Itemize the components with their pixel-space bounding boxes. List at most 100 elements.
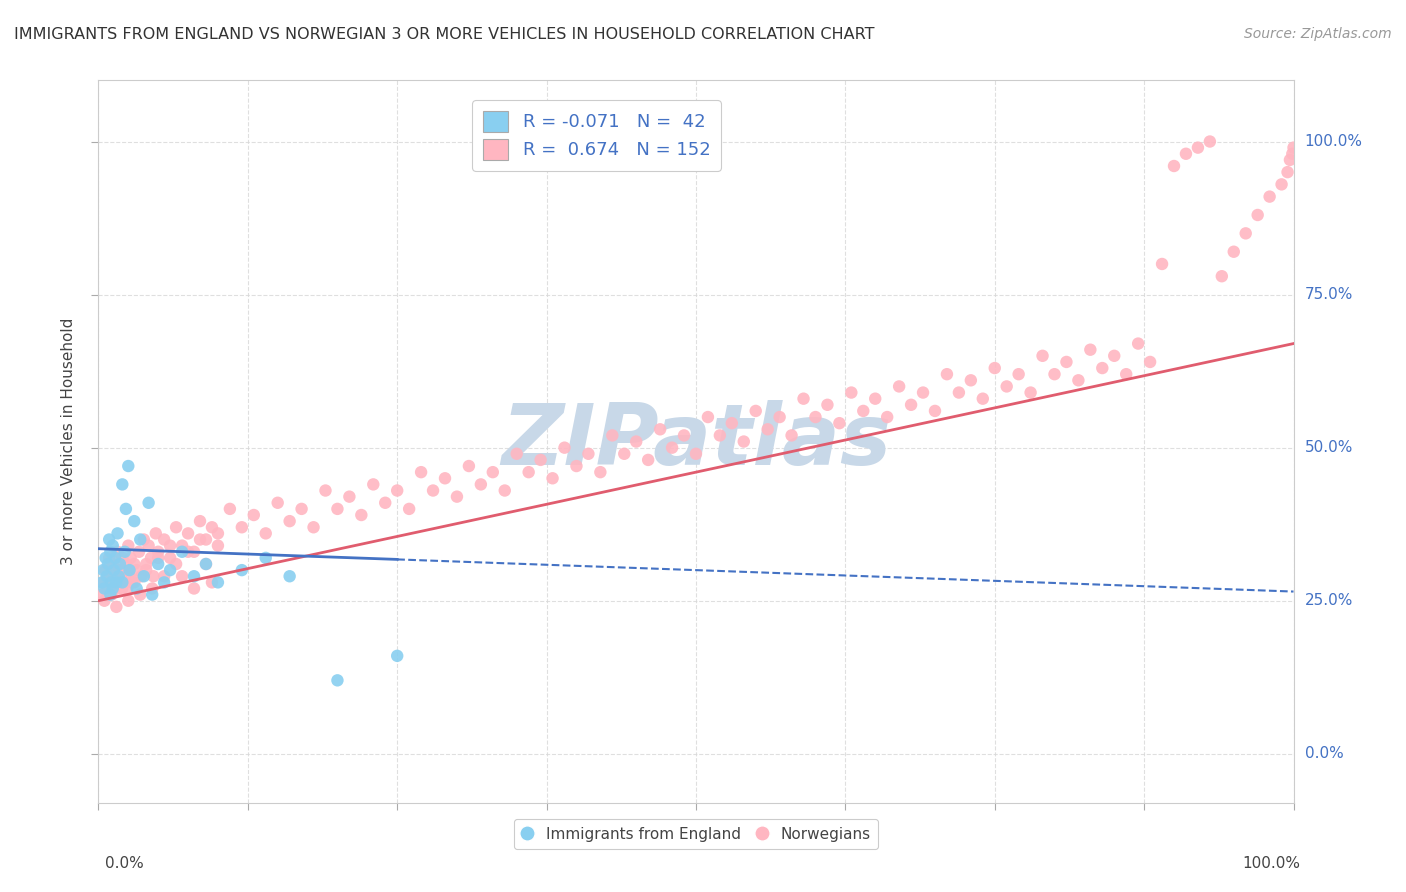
Point [105,599,128,614]
Point [876,410,898,425]
Point [172,539,194,553]
Point [207,539,229,553]
Point [1032,349,1054,363]
Point [201,520,224,534]
Point [104,550,127,565]
Point [1199,135,1222,149]
Point [1223,244,1246,259]
Point [207,575,229,590]
Point [159,550,181,565]
Point [243,508,266,522]
Point [1104,349,1126,363]
Text: IMMIGRANTS FROM ENGLAND VS NORWEGIAN 3 OR MORE VEHICLES IN HOUSEHOLD CORRELATION: IMMIGRANTS FROM ENGLAND VS NORWEGIAN 3 O… [14,27,875,42]
Point [865,392,887,406]
Point [148,545,170,559]
Point [411,465,433,479]
Point [100,588,122,602]
Point [1277,165,1299,179]
Point [91,575,114,590]
Point [948,385,970,400]
Point [1258,189,1281,203]
Point [153,533,176,547]
Point [183,582,205,596]
Point [117,539,139,553]
Point [254,550,277,565]
Point [153,569,176,583]
Point [93,593,115,607]
Point [138,539,160,553]
Point [97,569,120,583]
Point [960,373,983,387]
Point [1282,141,1305,155]
Point [103,563,125,577]
Point [231,563,253,577]
Point [434,471,457,485]
Point [1187,141,1209,155]
Point [578,447,600,461]
Point [159,539,181,553]
Point [339,490,361,504]
Point [446,490,468,504]
Point [195,557,218,571]
Point [128,545,150,559]
Point [398,502,420,516]
Text: 75.0%: 75.0% [1305,287,1353,302]
Point [745,404,768,418]
Point [101,557,124,571]
Point [278,514,301,528]
Point [780,428,803,442]
Point [911,385,934,400]
Point [105,575,128,590]
Point [506,447,529,461]
Point [995,379,1018,393]
Point [1056,355,1078,369]
Point [96,582,118,596]
Point [637,453,659,467]
Point [124,557,146,571]
Point [554,441,576,455]
Point [159,563,181,577]
Point [121,575,143,590]
Point [494,483,516,498]
Point [107,545,129,559]
Point [565,458,588,473]
Point [709,428,731,442]
Point [326,673,349,688]
Point [124,575,146,590]
Point [188,533,211,547]
Point [101,582,124,596]
Point [132,533,155,547]
Point [97,557,120,571]
Point [172,545,194,559]
Point [1019,385,1042,400]
Point [841,385,863,400]
Point [118,569,141,583]
Point [111,550,134,565]
Point [132,569,155,583]
Text: 0.0%: 0.0% [105,856,145,871]
Point [138,496,160,510]
Point [108,557,131,571]
Point [613,447,636,461]
Point [254,526,277,541]
Point [530,453,553,467]
Point [91,588,114,602]
Point [278,569,301,583]
Text: 0.0%: 0.0% [1305,747,1343,761]
Point [107,569,129,583]
Point [1163,159,1185,173]
Point [804,410,827,425]
Point [1234,227,1257,241]
Point [219,502,242,516]
Point [118,563,141,577]
Legend: Immigrants from England, Norwegians: Immigrants from England, Norwegians [513,819,879,849]
Text: 50.0%: 50.0% [1305,440,1353,455]
Point [131,569,153,583]
Point [1139,355,1161,369]
Point [117,593,139,607]
Point [422,483,444,498]
Point [984,361,1007,376]
Point [1115,367,1137,381]
Point [129,533,152,547]
Point [115,557,138,571]
